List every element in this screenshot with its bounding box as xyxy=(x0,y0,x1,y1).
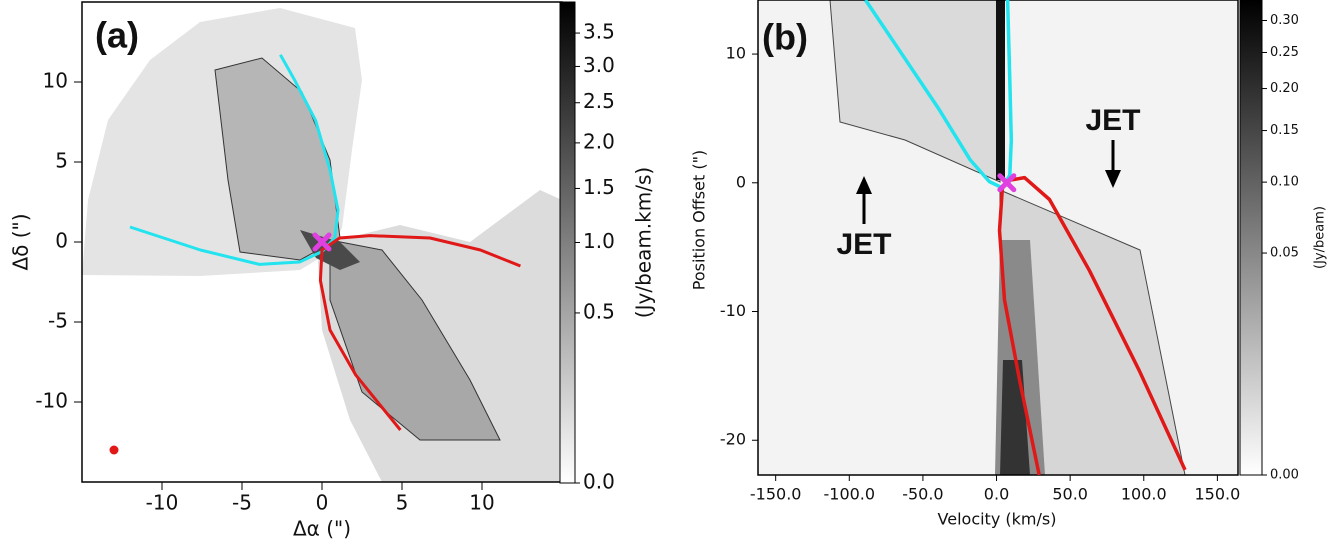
panel-label: (b) xyxy=(762,17,808,58)
beam-marker xyxy=(109,445,119,455)
colorbar-tick-label: 0.00 xyxy=(1270,468,1299,483)
colorbar-tick-label: 1.5 xyxy=(583,175,615,199)
model-curve xyxy=(318,234,521,431)
colorbar-tick-label: 2.0 xyxy=(583,129,615,153)
colorbar-tick-label: 0.10 xyxy=(1270,175,1299,190)
x-tick-label: 0 xyxy=(316,491,329,515)
model-curve xyxy=(864,0,1014,190)
y-axis-label: Position Offset (") xyxy=(690,150,709,290)
x-tick-label: 10 xyxy=(469,491,494,515)
colorbar-tick-label: 3.0 xyxy=(583,53,615,77)
y-axis-label: Δδ (") xyxy=(9,213,33,270)
colorbar-tick-label: 0.0 xyxy=(583,470,615,494)
y-tick-label: 0 xyxy=(736,172,746,191)
y-tick-label: 10 xyxy=(726,44,746,63)
model-curve xyxy=(129,54,340,266)
colorbar-label: (Jy/beam.km/s) xyxy=(632,167,656,318)
source-marker xyxy=(997,173,1017,193)
plot-frame xyxy=(757,0,1239,476)
x-tick-label: -10 xyxy=(146,491,179,515)
x-axis-label: Velocity (km/s) xyxy=(938,510,1057,529)
y-tick-label: 5 xyxy=(55,149,68,173)
y-tick-label: 10 xyxy=(43,69,68,93)
colorbar xyxy=(559,1,576,484)
colorbar-tick-label: 3.5 xyxy=(583,20,615,44)
annotation: JET xyxy=(836,228,891,261)
y-tick-label: -10 xyxy=(720,301,746,320)
x-tick-label: 0.0 xyxy=(984,485,1009,504)
panel-label: (a) xyxy=(95,15,139,56)
pv-map xyxy=(758,0,1238,475)
colorbar-tick-label: 0.5 xyxy=(583,299,615,323)
arrows xyxy=(856,140,1121,224)
x-axis-label: Δα (") xyxy=(293,517,351,541)
colorbar-tick-label: 0.30 xyxy=(1270,13,1299,28)
y-tick-label: -20 xyxy=(720,430,746,449)
y-tick-label: 0 xyxy=(55,229,68,253)
x-tick-label: -100.0 xyxy=(823,485,875,504)
x-tick-label: -5 xyxy=(232,491,252,515)
y-tick-label: -10 xyxy=(35,389,68,413)
colorbar xyxy=(1239,0,1263,476)
y-tick-label: -5 xyxy=(48,309,68,333)
colorbar-label: (Jy/beam) xyxy=(1313,206,1328,269)
x-tick-label: -150.0 xyxy=(750,485,802,504)
colorbar-tick-label: 2.5 xyxy=(583,89,615,113)
colorbar-tick-label: 0.25 xyxy=(1270,45,1299,60)
colorbar-tick-label: 0.05 xyxy=(1270,246,1299,261)
x-tick-label: 100.0 xyxy=(1121,485,1167,504)
colorbar-tick-label: 0.15 xyxy=(1270,123,1299,138)
data-layer xyxy=(129,54,521,431)
x-tick-label: 150.0 xyxy=(1194,485,1240,504)
source-marker xyxy=(312,232,332,252)
annotation: JET xyxy=(1085,104,1140,137)
colorbar-tick-label: 0.20 xyxy=(1270,81,1299,96)
x-tick-label: 50.0 xyxy=(1052,485,1088,504)
x-tick-label: 5 xyxy=(396,491,409,515)
colorbar-tick-label: 1.0 xyxy=(583,229,615,253)
x-tick-label: -50.0 xyxy=(902,485,943,504)
